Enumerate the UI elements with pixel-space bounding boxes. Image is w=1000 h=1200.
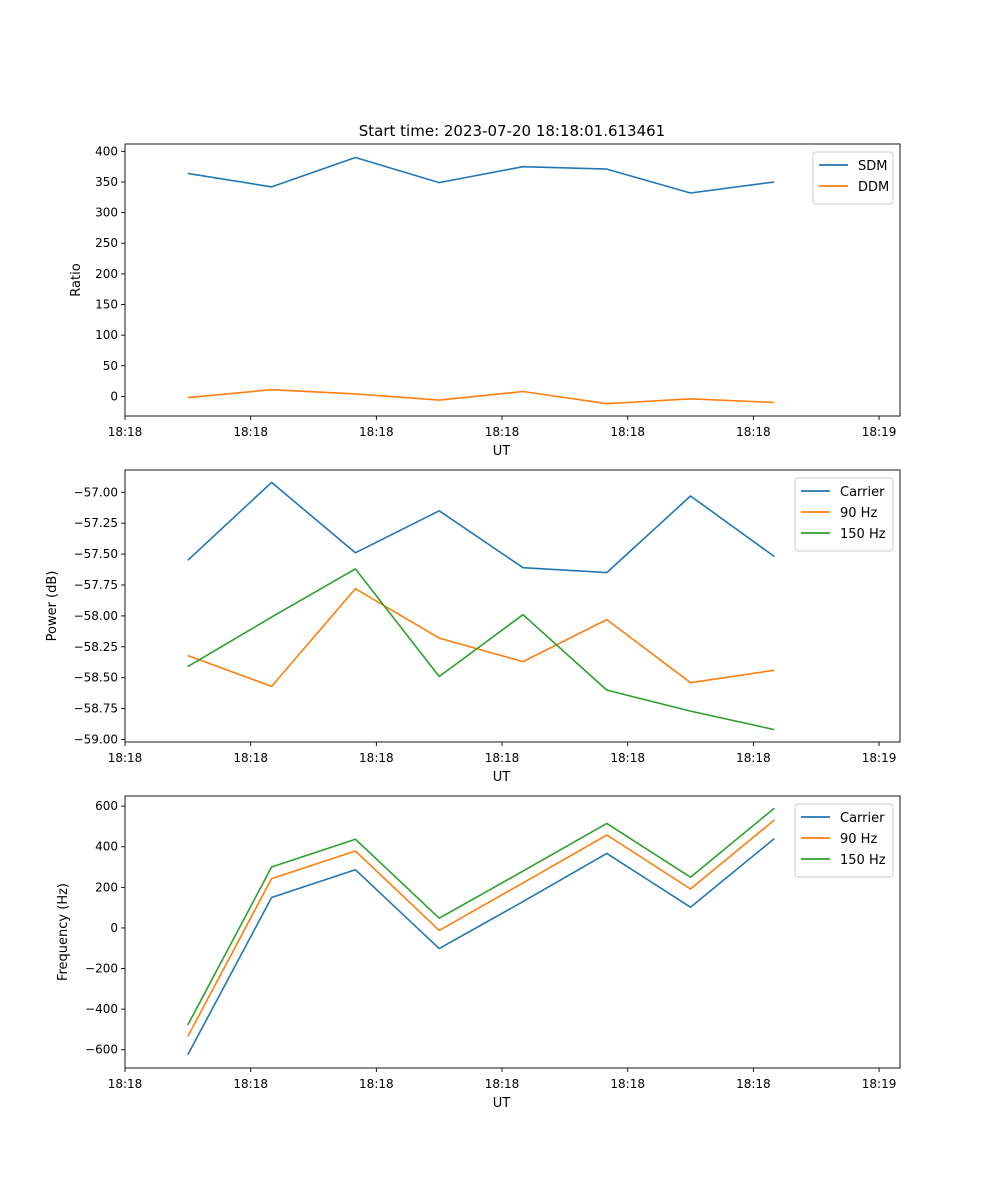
series-line-sdm [187,156,775,194]
y-axis-label: Frequency (Hz) [56,883,71,981]
x-axis-label: UT [493,444,511,459]
series-line-carrier [187,837,775,1056]
x-tick-label: 18:18 [233,425,268,439]
power-panel: 18:18 18:18 18:18 18:18 18:18 18:18 18:19 −59.0… [45,469,901,785]
x-tick-label: 18:18 [736,1077,771,1091]
y-tick-label: −58.25 [74,640,118,654]
y-tick-label: 400 [95,144,118,158]
y-tick-label: −57.50 [74,547,118,561]
series-line-90-hz [187,819,775,1037]
x-tick-label: 18:19 [862,751,897,765]
y-tick-label: 300 [95,206,118,220]
y-tick-label: 100 [95,328,118,342]
y-tick-label: 0 [110,389,118,403]
x-axis-label: UT [493,1096,511,1111]
legend-label: DDM [858,180,889,195]
series-line-90-hz [187,587,775,688]
x-tick-label: 18:18 [108,751,143,765]
legend: SDM DDM [812,151,894,205]
y-tick-label: −400 [85,1002,118,1016]
series-line-ddm [187,388,775,405]
x-tick-label: 18:18 [359,751,394,765]
legend: Carrier 90 Hz 150 Hz [794,477,894,552]
y-axis-label: Power (dB) [45,571,60,642]
y-tick-label: 150 [95,298,118,312]
y-tick-label: −57.00 [74,485,118,499]
legend-label: Carrier [840,485,885,500]
x-tick-label: 18:18 [108,425,143,439]
x-tick-label: 18:18 [610,425,645,439]
legend-label: 150 Hz [840,853,886,868]
y-tick-label: −57.25 [74,516,118,530]
series-line-150-hz [187,568,775,731]
legend-label: 150 Hz [840,527,886,542]
frequency-panel: 18:18 18:18 18:18 18:18 18:18 18:18 18:19 −600 −… [56,795,901,1111]
y-tick-label: 250 [95,236,118,250]
axes-frame [124,143,901,417]
axes-frame [124,795,901,1069]
axes-frame [124,469,901,743]
y-tick-label: 200 [95,267,118,281]
y-tick-label: −58.75 [74,702,118,716]
x-tick-label: 18:18 [736,751,771,765]
y-tick-label: 600 [95,799,118,813]
x-tick-label: 18:18 [233,1077,268,1091]
y-tick-label: −58.00 [74,609,118,623]
y-tick-label: −59.00 [74,733,118,747]
x-tick-label: 18:19 [862,1077,897,1091]
y-axis-label: Ratio [69,263,84,296]
x-tick-label: 18:18 [736,425,771,439]
y-tick-label: 400 [95,840,118,854]
y-tick-label: 0 [110,921,118,935]
x-tick-label: 18:18 [359,425,394,439]
y-tick-label: 200 [95,880,118,894]
y-tick-label: −57.75 [74,578,118,592]
series-line-150-hz [187,807,775,1026]
x-tick-label: 18:19 [862,425,897,439]
x-axis-label: UT [493,770,511,785]
x-tick-label: 18:18 [485,425,520,439]
ratio-panel: 18:18 18:18 18:18 18:18 18:18 18:18 18:19 0 50 10… [69,143,901,459]
y-tick-label: 350 [95,175,118,189]
y-tick-label: −600 [85,1043,118,1057]
series-line-carrier [187,481,775,574]
x-tick-label: 18:18 [610,1077,645,1091]
legend-label: 90 Hz [840,506,877,521]
legend: Carrier 90 Hz 150 Hz [794,803,894,878]
legend-label: Carrier [840,811,885,826]
x-tick-label: 18:18 [108,1077,143,1091]
y-tick-label: −200 [85,962,118,976]
legend-label: SDM [858,159,887,174]
x-tick-label: 18:18 [233,751,268,765]
figure-title: Start time: 2023-07-20 18:18:01.613461 [359,122,665,140]
y-tick-label: −58.50 [74,671,118,685]
x-tick-label: 18:18 [359,1077,394,1091]
x-tick-label: 18:18 [485,751,520,765]
legend-label: 90 Hz [840,832,877,847]
x-tick-label: 18:18 [485,1077,520,1091]
x-tick-label: 18:18 [610,751,645,765]
y-tick-label: 50 [103,359,118,373]
